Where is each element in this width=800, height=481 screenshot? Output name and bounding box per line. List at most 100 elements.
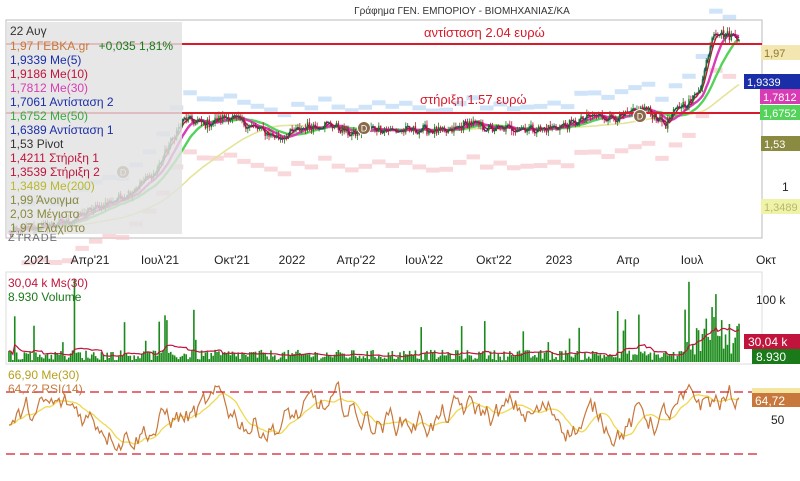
candle-body [603, 118, 605, 120]
candle-body [195, 121, 197, 125]
candle-body [512, 130, 515, 132]
support-zone-box [587, 149, 602, 155]
candle-body [528, 127, 530, 130]
volume-bar [613, 357, 615, 362]
candle-body [695, 93, 698, 95]
volume-badge-label: 8.930 [756, 350, 786, 364]
volume-bar [98, 359, 101, 362]
volume-bar [568, 338, 571, 362]
volume-bar [385, 358, 388, 362]
volume-bar [62, 342, 64, 362]
volume-bar [399, 352, 401, 362]
volume-bar [626, 353, 629, 362]
volume-bar [148, 352, 151, 362]
volume-bar [193, 309, 195, 362]
candle-body [322, 128, 324, 130]
volume-bar [110, 352, 112, 362]
legend-pivot: 1,53 Pivot [10, 137, 64, 151]
support-zone-box [345, 167, 359, 173]
volume-bar [597, 355, 600, 362]
watermark: ZTRADE [8, 232, 58, 244]
volume-bar [458, 355, 461, 362]
volume-bar [114, 360, 116, 362]
candle-body [545, 128, 548, 133]
volume-bar [709, 339, 711, 362]
volume-bar [247, 356, 249, 362]
support-zone-box [250, 162, 265, 168]
volume-bar [160, 352, 162, 362]
support-zone-box [709, 67, 723, 73]
volume-bar [185, 354, 187, 362]
price-badge-label: 1,3489 [764, 202, 798, 214]
volume-bar [352, 350, 355, 362]
support-zone-box [115, 234, 130, 240]
candle-body [578, 119, 580, 125]
volume-bar [632, 354, 634, 362]
candle-body [626, 111, 629, 113]
candle-body [426, 124, 428, 135]
legend-date: 22 Αυγ [10, 24, 47, 38]
candle-body [422, 125, 424, 131]
price-badge [760, 105, 800, 120]
candle-body [511, 125, 513, 131]
x-tick-label: Ιουλ'22 [405, 253, 444, 267]
x-tick-label: Ιουλ'21 [141, 253, 180, 267]
candle-body [634, 107, 636, 111]
volume-bar [599, 354, 602, 362]
volume-bar [314, 351, 317, 362]
volume-bar [705, 318, 708, 362]
candle-body [462, 120, 465, 131]
candle-body [328, 122, 330, 124]
candle-body [586, 113, 588, 120]
volume-bar [235, 356, 238, 362]
resistance-zone-box [668, 83, 683, 89]
candle-body [478, 120, 480, 126]
volume-bar [672, 351, 675, 362]
volume-bar [522, 331, 525, 362]
resistance-zone-box [291, 101, 305, 107]
volume-bar [40, 357, 43, 362]
resistance-zone-box [547, 100, 561, 106]
volume-bar [416, 358, 419, 362]
volume-bar [181, 355, 184, 362]
candle-body [609, 113, 611, 121]
candle-body [220, 115, 222, 122]
volume-bar [422, 359, 424, 362]
volume-bar [566, 353, 569, 362]
support-zone-box [628, 144, 642, 150]
volume-bar [578, 327, 580, 362]
candle-body [738, 40, 740, 42]
candle-body [615, 118, 617, 123]
resistance-zone-box [426, 108, 440, 114]
volume-ma-line [8, 326, 740, 358]
candle-body [272, 132, 274, 137]
volume-bar [584, 352, 586, 362]
volume-bar [56, 353, 58, 362]
dividend-marker-icon [357, 121, 371, 135]
support-zone-box [439, 166, 453, 172]
volume-bar [464, 358, 467, 362]
candle-body [591, 114, 594, 118]
candle-body [432, 131, 434, 134]
volume-bar [277, 359, 280, 362]
volume-bar [466, 350, 469, 362]
volume-bar [206, 351, 209, 362]
volume-bar [591, 350, 594, 362]
volume-bar [693, 354, 696, 362]
volume-bar [678, 351, 681, 362]
candle-body [597, 114, 600, 117]
support-zone-box [264, 166, 278, 172]
resistance-zone-box [183, 90, 197, 96]
volume-bar [154, 350, 157, 362]
volume-bar [141, 353, 143, 362]
support-zone-box [533, 163, 548, 169]
volume-bar [718, 336, 721, 362]
candle-body [227, 117, 230, 122]
candle-body [647, 107, 650, 110]
candle-body [256, 126, 259, 130]
volume-bar [104, 360, 107, 362]
candle-body [726, 31, 729, 36]
volume-bar [601, 358, 604, 362]
volume-bar [75, 352, 78, 362]
legend-low: 1,97 Ελάχιστο [10, 221, 86, 235]
